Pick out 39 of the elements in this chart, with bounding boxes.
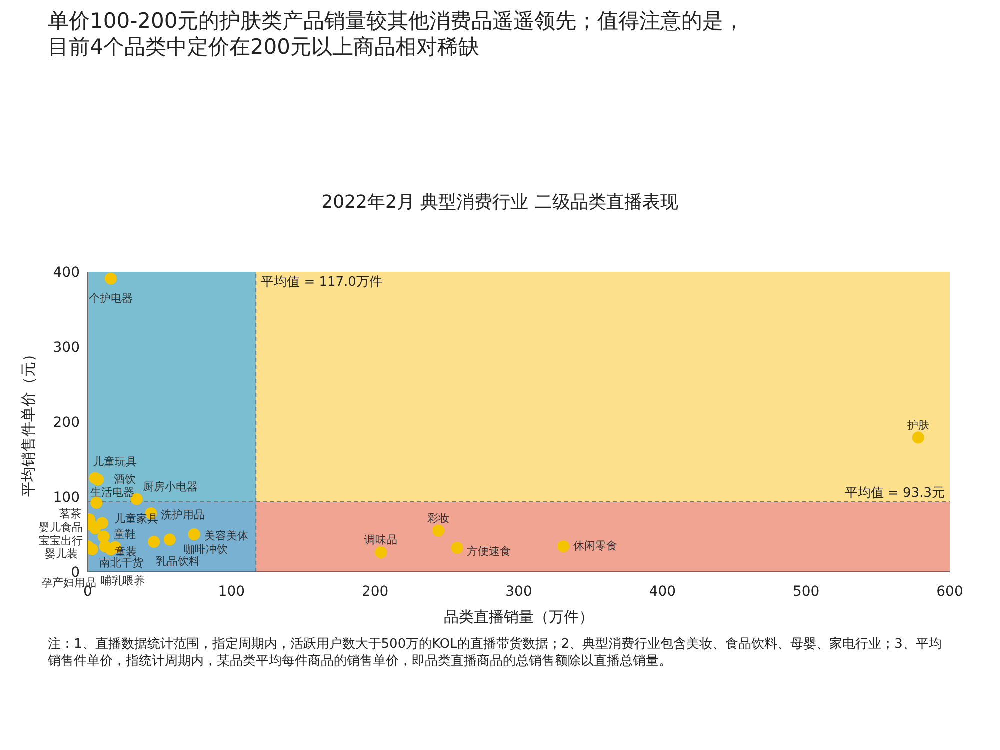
- text: 注：1、直播数据统计范围，指定周期内，活跃用户数大于500万的KOL的直播带货数据；2、典型消费行业包含美妆、食品饮料、母婴、家电行业；3、平均销售件单价，指统计周期内，某品类平均每件商品的销售单价，即品类直播商品的总销售额除以直播总销量。: [48, 636, 943, 670]
- data-label: 护肤: [906, 418, 930, 432]
- data-label: 宝宝出行: [39, 534, 84, 548]
- data-label: 彩妆: [428, 512, 450, 525]
- y-tick-label: 100: [53, 490, 80, 506]
- data-label: 茗茶: [59, 508, 82, 521]
- chart-subtitle: 2022年2月 典型消费行业 二级品类直播表现: [320, 191, 680, 214]
- data-label: 个护电器: [88, 292, 133, 305]
- data-label: 哺乳喂养: [100, 574, 145, 588]
- x-tick-label: 600: [936, 584, 964, 600]
- data-label: 儿童玩具: [93, 455, 138, 468]
- ref-line-label: 平均值 = 93.3元: [844, 486, 945, 502]
- data-label: 乳品饮料: [156, 555, 200, 568]
- data-label: 方便速食: [467, 545, 512, 558]
- data-label: 南北干货: [99, 556, 144, 570]
- data-label: 婴儿食品: [38, 520, 83, 534]
- data-label: 酒饮: [114, 472, 136, 486]
- y-axis-title: 平均销售件单价（元）: [19, 347, 38, 497]
- y-tick-label: 300: [53, 340, 80, 356]
- data-label: 生活电器: [90, 486, 135, 500]
- y-tick-label: 200: [53, 414, 80, 431]
- data-label: 厨房小电器: [142, 480, 198, 494]
- x-tick-label: 300: [506, 584, 532, 600]
- x-tick-label: 400: [649, 584, 676, 600]
- ref-line-label: 平均值 = 117.0万件: [261, 275, 382, 290]
- data-label: 洗护用品: [161, 508, 206, 522]
- x-axis-title: 品类直播销量（万件）: [444, 608, 594, 626]
- x-tick-label: 200: [362, 584, 389, 600]
- data-label: 调味品: [364, 534, 398, 547]
- data-label: 美容美体: [204, 530, 248, 543]
- data-label: 婴儿装: [45, 548, 78, 561]
- y-tick-label: 400: [53, 264, 80, 281]
- data-label: 童装: [115, 546, 138, 559]
- data-label: 咖啡冲饮: [184, 542, 228, 556]
- x-tick-label: 500: [792, 584, 820, 600]
- x-tick-label: 100: [218, 584, 246, 600]
- data-label: 童鞋: [114, 528, 136, 541]
- data-label: 休闲零食: [574, 540, 618, 553]
- chart-title: 单价100-200元的护肤类产品销量较其他消费品遥遥领先；值得注意的是，目前4个品类中定价在200元以上商品相对稀缺: [47, 8, 746, 60]
